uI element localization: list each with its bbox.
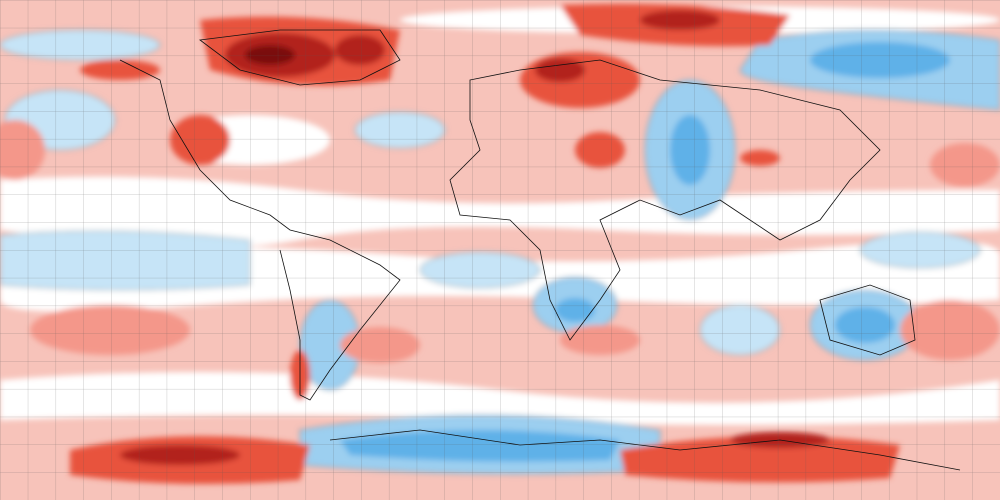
page: (() => { const data = JSON.parse(documen…	[0, 0, 1000, 500]
anomaly-map	[0, 0, 1000, 500]
graticule	[0, 0, 1000, 500]
